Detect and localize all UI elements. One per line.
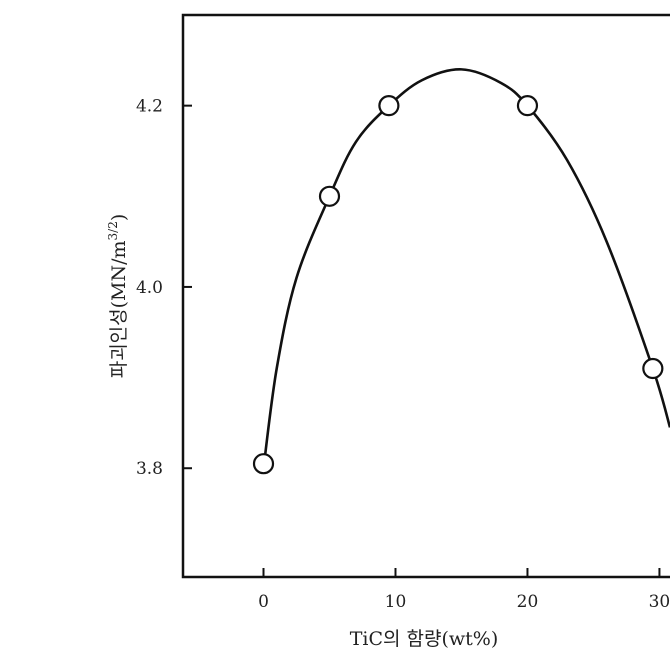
- y-tick-label: 4.0: [136, 278, 163, 298]
- y-axis-label-main: 파괴인성(MN/m: [108, 240, 130, 378]
- plot-frame: [181, 13, 670, 579]
- data-point: [642, 357, 664, 380]
- y-axis-label: 파괴인성(MN/m3/2): [106, 214, 130, 379]
- y-tick-label: 4.2: [136, 97, 163, 117]
- data-point: [318, 185, 341, 207]
- y-axis-label-superscript: 3/2: [106, 221, 120, 240]
- x-tick-label: 20: [517, 592, 539, 612]
- data-point: [378, 95, 400, 117]
- data-point: [252, 453, 275, 475]
- axis-frame: [181, 13, 670, 579]
- axis-ticks: 0 10 20 30 3.8 4.0 4.2: [136, 97, 670, 612]
- fit-curve: [262, 68, 670, 469]
- y-axis-label-close: ): [108, 214, 130, 221]
- x-tick-label: 10: [385, 592, 407, 612]
- x-tick-label: 0: [258, 592, 269, 612]
- x-axis-label: TiC의 함량(wt%): [350, 628, 499, 650]
- data-points: [252, 95, 664, 475]
- x-tick-label: 30: [649, 592, 670, 612]
- data-point: [516, 95, 539, 117]
- y-tick-label: 3.8: [136, 459, 163, 479]
